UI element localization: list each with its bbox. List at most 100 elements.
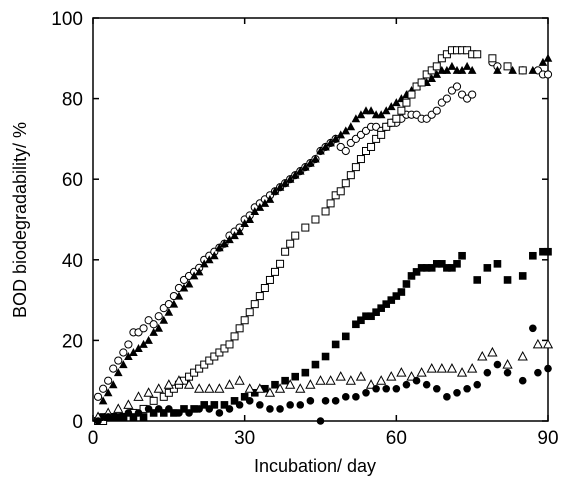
open-triangle-point xyxy=(532,338,544,349)
open-square-point xyxy=(412,82,421,91)
filled-triangle-point xyxy=(194,267,204,276)
filled-triangle-point xyxy=(134,343,143,352)
open-square-point xyxy=(488,54,497,63)
filled-square-point xyxy=(230,397,239,405)
filled-triangle-point xyxy=(301,162,310,171)
filled-triangle-point xyxy=(381,106,391,115)
filled-triangle-point xyxy=(98,396,108,405)
filled-triangle-point xyxy=(225,235,234,244)
filled-triangle-point xyxy=(210,251,219,260)
filled-triangle-point xyxy=(245,215,255,223)
filled-square-point xyxy=(220,401,229,409)
open-square-point xyxy=(432,62,441,71)
filled-square-point xyxy=(119,413,128,421)
filled-circle-point xyxy=(195,405,203,413)
y-tick-label: 0 xyxy=(72,412,83,433)
series-filled-triangle xyxy=(98,53,553,405)
filled-triangle-point xyxy=(442,65,452,74)
filled-triangle-point xyxy=(493,65,502,74)
filled-circle-point xyxy=(215,409,224,417)
open-circle-point xyxy=(139,324,148,333)
filled-triangle-point xyxy=(189,271,199,280)
filled-circle-point xyxy=(483,368,492,377)
open-triangle-point xyxy=(194,383,205,393)
filled-triangle-point xyxy=(306,158,315,167)
filled-triangle-point xyxy=(230,231,239,240)
open-triangle-point xyxy=(446,363,458,373)
open-triangle-point xyxy=(183,379,195,389)
filled-circle-point xyxy=(372,384,380,393)
filled-square-point xyxy=(210,401,219,409)
open-square-point xyxy=(367,142,376,151)
filled-square-point xyxy=(493,260,502,268)
y-tick-label: 80 xyxy=(62,90,83,111)
open-circle-point xyxy=(468,90,477,99)
open-square-point xyxy=(281,247,290,256)
filled-circle-point xyxy=(276,405,284,413)
filled-circle-point xyxy=(534,368,542,377)
open-circle-point xyxy=(442,94,451,103)
filled-circle-point xyxy=(306,397,315,405)
filled-triangle-point xyxy=(376,110,386,119)
open-square-point xyxy=(159,392,168,401)
open-triangle-point xyxy=(305,379,316,389)
open-triangle-point xyxy=(274,383,286,393)
open-square-point xyxy=(362,146,370,155)
filled-circle-point xyxy=(412,376,421,385)
filled-triangle-point xyxy=(280,178,290,187)
filled-triangle-point xyxy=(174,291,184,300)
open-triangle-point xyxy=(355,371,367,381)
filled-square-point xyxy=(190,405,198,413)
x-tick-label: 90 xyxy=(537,428,558,449)
open-square-point xyxy=(372,134,381,143)
open-circle-point xyxy=(99,384,108,393)
filled-circle-point xyxy=(463,384,471,393)
filled-square-point xyxy=(271,380,279,389)
open-square-point xyxy=(190,368,199,377)
filled-square-point xyxy=(321,352,330,361)
filled-square-point xyxy=(503,276,512,284)
filled-circle-point xyxy=(165,405,173,413)
open-square-point xyxy=(301,223,310,232)
open-circle-point xyxy=(341,146,350,156)
filled-circle-point xyxy=(225,405,234,413)
filled-square-point xyxy=(529,251,537,260)
open-triangle-point xyxy=(123,399,134,409)
open-square-point xyxy=(164,388,173,397)
filled-square-point xyxy=(417,264,426,272)
open-triangle-point xyxy=(224,379,235,389)
series-open-triangle xyxy=(92,338,554,421)
filled-square-point xyxy=(139,413,148,421)
ticks: 0 30 60 90 0 20 40 60 80 100 xyxy=(51,9,558,449)
open-triangle-point xyxy=(264,387,276,397)
filled-triangle-point xyxy=(220,239,229,248)
open-triangle-point xyxy=(477,350,488,361)
filled-triangle-point xyxy=(113,368,123,377)
filled-circle-point xyxy=(392,384,401,393)
filled-circle-point xyxy=(544,364,552,373)
filled-triangle-point xyxy=(336,130,346,139)
open-circle-point xyxy=(93,392,103,401)
filled-triangle-point xyxy=(366,106,376,115)
filled-square-point xyxy=(539,247,547,256)
filled-square-point xyxy=(427,264,436,272)
series-filled-square xyxy=(99,247,552,421)
open-square-point xyxy=(387,118,396,127)
filled-triangle-point xyxy=(326,138,335,147)
filled-square-point xyxy=(448,264,456,272)
y-tick-label: 60 xyxy=(62,170,83,191)
filled-square-point xyxy=(200,401,209,409)
open-square-point xyxy=(169,384,178,393)
filled-square-point xyxy=(397,288,406,296)
filled-triangle-point xyxy=(275,182,285,191)
filled-circle-point xyxy=(503,368,512,377)
filled-triangle-point xyxy=(285,174,295,183)
open-square-point xyxy=(442,50,451,59)
filled-triangle-point xyxy=(265,194,275,203)
filled-circle-point xyxy=(144,405,153,413)
filled-circle-point xyxy=(422,380,431,389)
open-square-point xyxy=(210,352,219,361)
filled-triangle-point xyxy=(447,61,457,70)
filled-square-point xyxy=(261,384,269,393)
